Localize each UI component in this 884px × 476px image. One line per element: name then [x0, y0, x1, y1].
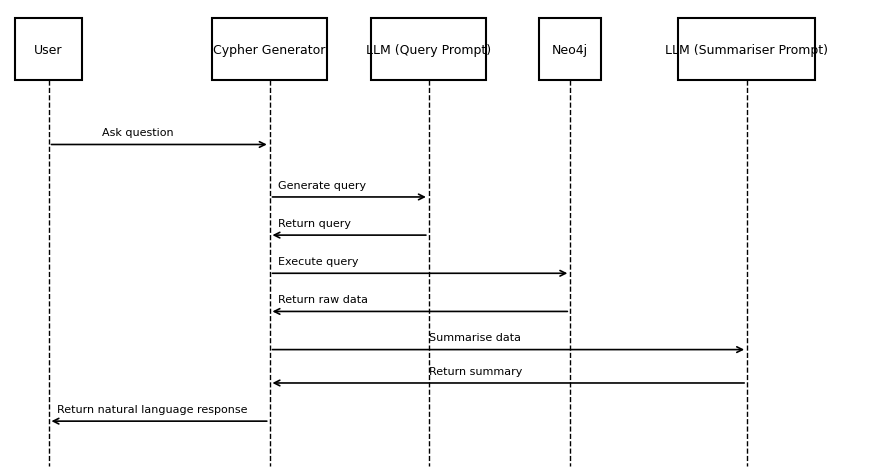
Text: Return raw data: Return raw data [278, 295, 369, 305]
FancyBboxPatch shape [16, 19, 81, 81]
Text: Return summary: Return summary [429, 366, 522, 376]
Text: Return natural language response: Return natural language response [57, 404, 248, 414]
FancyBboxPatch shape [371, 19, 486, 81]
Text: Execute query: Execute query [278, 257, 359, 267]
Text: Summarise data: Summarise data [429, 333, 521, 343]
FancyBboxPatch shape [212, 19, 327, 81]
Text: Generate query: Generate query [278, 180, 367, 190]
FancyBboxPatch shape [679, 19, 816, 81]
FancyBboxPatch shape [539, 19, 601, 81]
Text: Cypher Generator: Cypher Generator [213, 43, 326, 57]
Text: Ask question: Ask question [102, 128, 173, 138]
Text: Neo4j: Neo4j [552, 43, 588, 57]
Text: User: User [34, 43, 63, 57]
Text: LLM (Query Prompt): LLM (Query Prompt) [366, 43, 492, 57]
Text: Return query: Return query [278, 218, 352, 228]
Text: LLM (Summariser Prompt): LLM (Summariser Prompt) [666, 43, 828, 57]
